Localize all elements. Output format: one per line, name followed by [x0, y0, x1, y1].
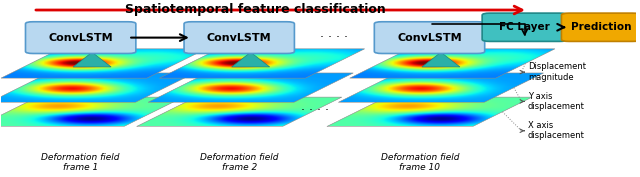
- Text: Deformation field
frame 2: Deformation field frame 2: [200, 153, 278, 172]
- Text: Deformation field
frame 10: Deformation field frame 10: [381, 153, 460, 172]
- Polygon shape: [232, 52, 269, 67]
- Text: · · · ·: · · · ·: [301, 104, 330, 117]
- FancyBboxPatch shape: [561, 13, 640, 41]
- FancyBboxPatch shape: [184, 22, 294, 53]
- Text: ConvLSTM: ConvLSTM: [397, 33, 462, 43]
- Text: Prediction: Prediction: [570, 22, 631, 32]
- Text: Y axis
displacement: Y axis displacement: [528, 92, 585, 111]
- Text: · · · ·: · · · ·: [321, 31, 348, 44]
- Text: Displacement
magnitude: Displacement magnitude: [528, 62, 586, 82]
- Text: Spatiotemporal feature classification: Spatiotemporal feature classification: [125, 3, 385, 16]
- Text: Deformation field
frame 1: Deformation field frame 1: [42, 153, 120, 172]
- FancyBboxPatch shape: [482, 13, 567, 41]
- Polygon shape: [73, 52, 111, 67]
- FancyBboxPatch shape: [374, 22, 484, 53]
- Text: X axis
displacement: X axis displacement: [528, 121, 585, 141]
- Text: FC Layer: FC Layer: [499, 22, 550, 32]
- Text: ConvLSTM: ConvLSTM: [207, 33, 271, 43]
- FancyBboxPatch shape: [26, 22, 136, 53]
- Polygon shape: [422, 52, 460, 67]
- Text: ConvLSTM: ConvLSTM: [49, 33, 113, 43]
